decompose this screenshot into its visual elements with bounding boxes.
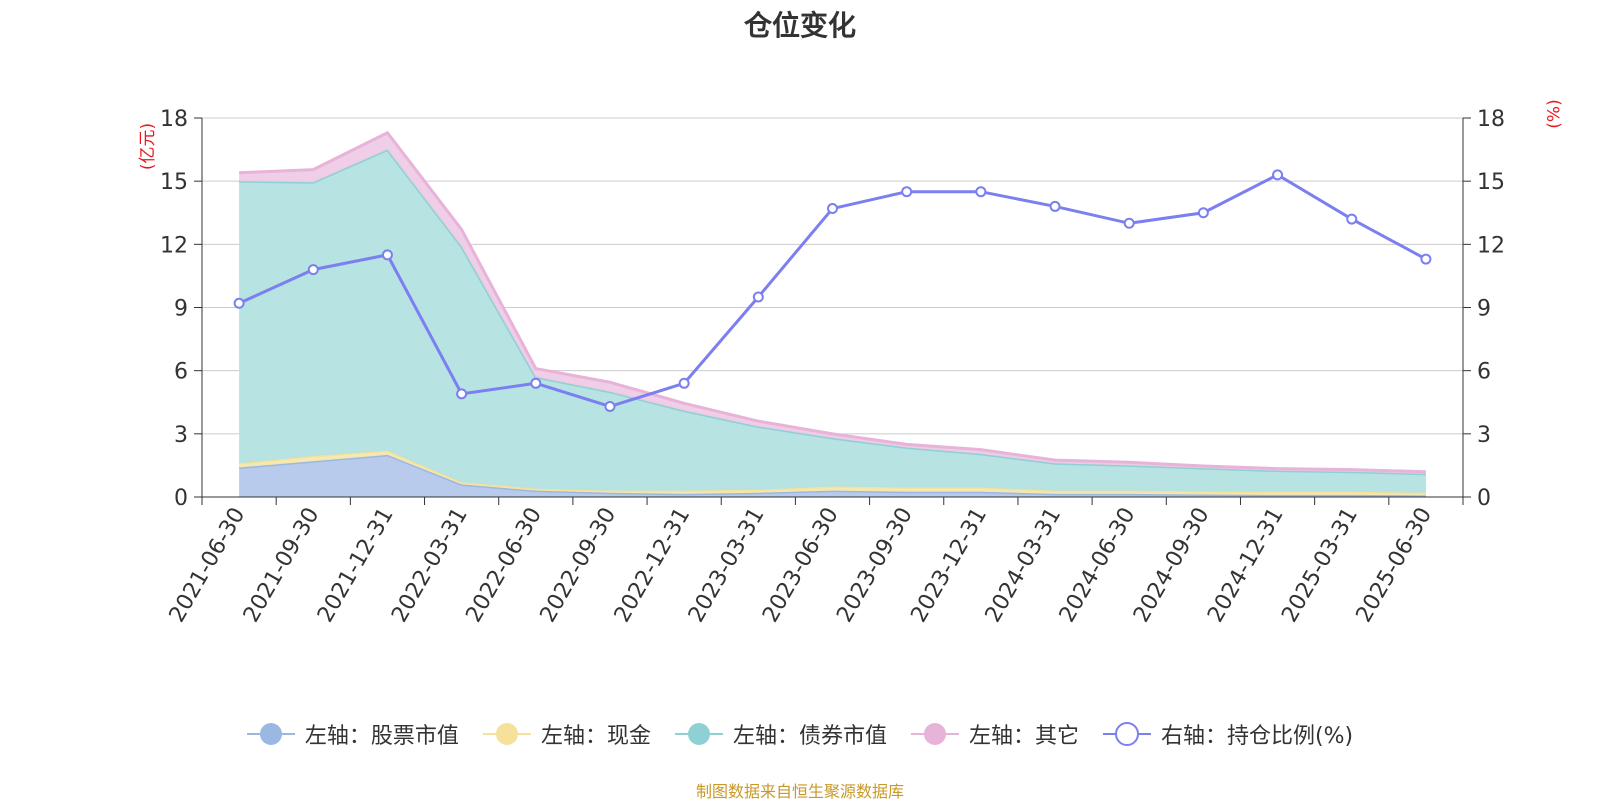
legend-item-cash[interactable]: 左轴：现金 (482, 718, 651, 750)
ratio-point (975, 186, 987, 198)
legend-stock-icon (246, 723, 295, 745)
x-tick-label: 2021-09-30 (239, 504, 325, 627)
x-tick-label: 2022-06-30 (461, 504, 547, 627)
ratio-point (1123, 217, 1135, 229)
ratio-point (678, 377, 690, 389)
left-tick-label: 12 (160, 233, 188, 258)
right-tick-label: 18 (1477, 107, 1505, 132)
x-tick-label: 2024-03-31 (981, 504, 1067, 627)
legend-other-icon (910, 723, 959, 745)
legend-item-ratio[interactable]: 右轴：持仓比例(%) (1102, 718, 1354, 750)
ratio-point (233, 297, 245, 309)
legend-item-stock[interactable]: 左轴：股票市值 (246, 718, 459, 750)
ratio-point (1346, 213, 1358, 225)
chart-title: 仓位变化 (743, 9, 856, 42)
legend-other-label: 左轴：其它 (968, 724, 1079, 749)
ratio-point (381, 249, 393, 261)
right-tick-label: 0 (1477, 486, 1491, 511)
legend-ratio-icon (1102, 722, 1151, 746)
x-tick-label: 2025-03-31 (1277, 504, 1363, 627)
ratio-point (456, 388, 468, 400)
ratio-point (1049, 200, 1061, 212)
ratio-point (530, 377, 542, 389)
ratio-point (604, 400, 616, 412)
area-line-3 (239, 130, 1426, 474)
data-source-note: 制图数据来自恒生聚源数据库 (695, 782, 904, 801)
x-tick-label: 2021-06-30 (165, 504, 251, 627)
x-tick-label: 2023-09-30 (832, 504, 918, 627)
x-tick-label: 2023-06-30 (758, 504, 844, 627)
right-tick-label: 15 (1477, 170, 1505, 195)
legend-cash-icon (482, 723, 531, 745)
area-0 (239, 454, 1426, 497)
x-tick-label: 2024-09-30 (1129, 504, 1215, 627)
x-tick-label: 2024-12-31 (1203, 504, 1289, 627)
ratio-point (1197, 207, 1209, 219)
right-axis-unit: (%) (1544, 99, 1565, 129)
legend-cash-label: 左轴：现金 (540, 724, 651, 749)
x-tick-label: 2022-12-31 (610, 504, 696, 627)
x-tick-label: 2021-12-31 (313, 504, 399, 627)
x-tick-label: 2022-03-31 (387, 504, 473, 627)
legend-stock-label: 左轴：股票市值 (304, 724, 459, 749)
ratio-point (827, 203, 838, 215)
left-tick-label: 9 (174, 297, 188, 322)
legend-item-bond[interactable]: 左轴：债券市值 (674, 718, 887, 750)
left-axis-unit: (亿元) (138, 122, 159, 171)
x-tick-label: 2025-06-30 (1352, 504, 1438, 627)
area-1 (239, 450, 1426, 496)
right-tick-label: 12 (1477, 233, 1505, 258)
legend: 左轴：股票市值 左轴：现金 左轴：债券市值 左轴：其它 右轴：持仓比例(%) (0, 718, 1600, 750)
right-tick-label: 3 (1477, 423, 1491, 448)
left-tick-label: 15 (160, 170, 188, 195)
left-tick-label: 6 (174, 360, 188, 385)
ratio-point (901, 186, 913, 198)
ratio-point (752, 291, 764, 303)
left-tick-label: 0 (174, 486, 188, 511)
right-tick-label: 6 (1477, 360, 1491, 385)
legend-ratio-label: 右轴：持仓比例(%) (1160, 724, 1354, 749)
ratio-point (1272, 169, 1284, 181)
legend-bond-label: 左轴：债券市值 (732, 724, 887, 749)
legend-item-other[interactable]: 左轴：其它 (910, 718, 1079, 750)
x-tick-label: 2022-09-30 (536, 504, 622, 627)
x-tick-label: 2023-12-31 (906, 504, 992, 627)
right-tick-label: 9 (1477, 297, 1491, 322)
x-tick-label: 2024-06-30 (1055, 504, 1141, 627)
left-tick-label: 3 (174, 423, 188, 448)
x-tick-label: 2023-03-31 (684, 504, 770, 627)
ratio-point (307, 264, 319, 276)
legend-bond-icon (674, 723, 723, 745)
ratio-point (1420, 253, 1432, 265)
area-2 (239, 149, 1426, 493)
left-tick-label: 18 (160, 107, 188, 132)
